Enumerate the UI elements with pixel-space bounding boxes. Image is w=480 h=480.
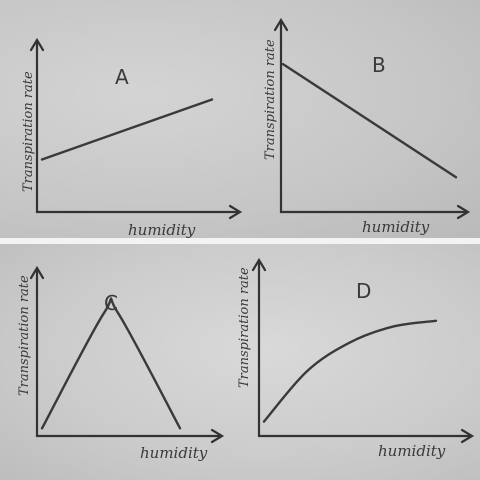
panel-c-label: C: [104, 291, 118, 315]
panel-a-x-arrow: [228, 204, 243, 220]
panel-a-xlabel: humidity: [128, 221, 196, 239]
panel-b-curve: [281, 62, 458, 179]
panel-d-ylabel: Transpiration rate: [237, 267, 252, 388]
panel-a: A humidity Transpiration rate: [21, 37, 243, 239]
panel-c-xlabel: humidity: [140, 444, 208, 462]
panel-b-y-arrow: [273, 17, 289, 32]
panel-d-xlabel: humidity: [378, 442, 446, 460]
panel-b-axes: [279, 20, 468, 214]
panel-a-label: A: [115, 65, 129, 89]
top-photo: [0, 0, 480, 238]
panel-b-x-arrow: [456, 204, 471, 220]
panel-c-ylabel: Transpiration rate: [17, 275, 32, 396]
panel-a-axes: [35, 40, 240, 214]
panel-c-curve: [40, 297, 182, 430]
panel-d-axes: [257, 260, 472, 438]
photo-divider: [0, 238, 480, 244]
panel-c-y-arrow: [29, 265, 45, 280]
panel-a-ylabel: Transpiration rate: [21, 71, 36, 192]
panel-b-xlabel: humidity: [362, 218, 430, 236]
panel-a-curve: [40, 98, 214, 161]
panel-d-y-arrow: [251, 257, 267, 272]
panel-d-x-arrow: [460, 428, 475, 444]
panel-c-axes: [35, 268, 222, 438]
panel-b-ylabel: Transpiration rate: [263, 39, 278, 160]
panel-d-curve: [262, 319, 438, 423]
panel-a-y-arrow: [29, 37, 45, 52]
panel-b: B humidity Transpiration rate: [263, 17, 471, 236]
panel-c-x-arrow: [210, 428, 225, 444]
panel-b-label: B: [372, 53, 386, 77]
bottom-photo: [0, 244, 480, 480]
panel-d: D humidity Transpiration rate: [237, 257, 475, 460]
panel-c: C humidity Transpiration rate: [17, 265, 225, 462]
panel-d-label: D: [356, 279, 371, 303]
